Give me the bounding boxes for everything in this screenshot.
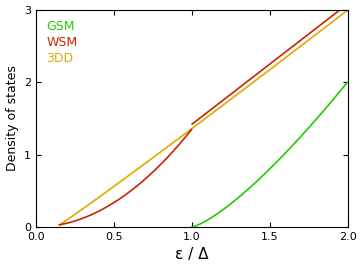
Legend: GSM, WSM, 3DD: GSM, WSM, 3DD (42, 16, 81, 69)
Y-axis label: Density of states: Density of states (5, 65, 18, 171)
X-axis label: ε / Δ: ε / Δ (175, 247, 209, 262)
